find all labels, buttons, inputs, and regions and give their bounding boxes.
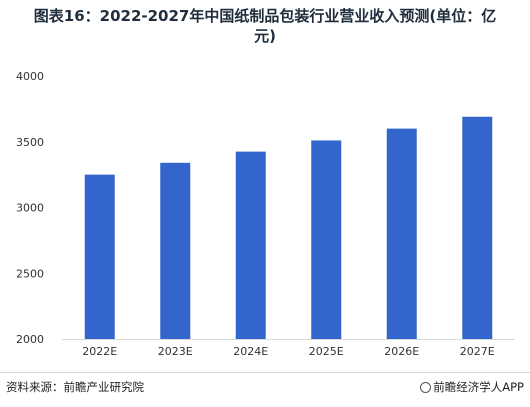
y-tick-label: 3500 [16, 136, 44, 149]
x-tick-label: 2024E [233, 345, 268, 358]
y-tick-label: 4000 [16, 70, 44, 83]
chart-title-line-2: 元) [254, 27, 276, 45]
bar [311, 140, 342, 339]
y-tick-label: 2500 [16, 267, 44, 280]
brand-name: 前瞻经济学人APP [433, 380, 524, 394]
x-axis: 2022E 2023E 2024E 2025E 2026E 2027E [62, 339, 515, 358]
chart-title-line-1: 图表16：2022-2027年中国纸制品包装行业营业收入预测(单位：亿 [33, 7, 497, 25]
x-tick-label: 2022E [82, 345, 117, 358]
footer: 资料来源：前瞻产业研究院 前瞻经济学人APP [0, 372, 530, 407]
y-tick-label: 3000 [16, 202, 44, 215]
bar [462, 116, 493, 339]
x-tick-label: 2023E [158, 345, 193, 358]
brand-logo-icon [420, 382, 432, 393]
x-tick-label: 2027E [460, 345, 495, 358]
chart-title: 图表16：2022-2027年中国纸制品包装行业营业收入预测(单位：亿 元) [0, 6, 530, 46]
y-axis: 2000 2500 3000 3500 4000 [16, 70, 44, 346]
x-tick-label: 2026E [384, 345, 419, 358]
bar-chart: 2000 2500 3000 3500 4000 2022E 2023E 2024E 2025… [16, 70, 515, 358]
x-tick-label: 2025E [309, 345, 344, 358]
bar [160, 162, 191, 339]
source-note: 资料来源：前瞻产业研究院 [6, 380, 144, 394]
bars [84, 116, 493, 339]
bar [235, 151, 266, 339]
bar [386, 128, 417, 339]
bar [84, 174, 115, 339]
y-tick-label: 2000 [16, 333, 44, 346]
brand-credit: 前瞻经济学人APP [420, 379, 524, 395]
